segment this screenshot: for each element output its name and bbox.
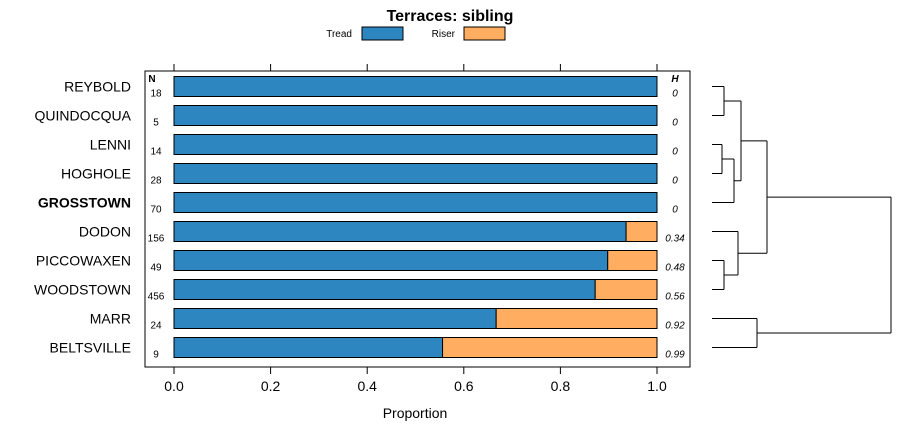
legend-label-riser: Riser bbox=[432, 29, 456, 40]
category-label: WOODSTOWN bbox=[34, 282, 131, 298]
bar-tread bbox=[173, 308, 497, 329]
h-value: 0.48 bbox=[665, 263, 685, 274]
legend-swatch-riser bbox=[463, 26, 506, 41]
bar-riser bbox=[495, 308, 658, 329]
x-axis-label: Proportion bbox=[383, 405, 448, 421]
n-value: 5 bbox=[153, 118, 159, 129]
h-header: H bbox=[671, 74, 679, 85]
bar-tread bbox=[173, 192, 658, 213]
h-value: 0.92 bbox=[665, 321, 685, 332]
n-value: 9 bbox=[153, 350, 159, 361]
category-label: GROSSTOWN bbox=[38, 195, 131, 211]
bar-riser bbox=[442, 337, 658, 358]
category-label: PICCOWAXEN bbox=[36, 253, 131, 269]
n-value: 28 bbox=[150, 176, 162, 187]
bar-tread bbox=[173, 337, 444, 358]
x-tick-label: 0.0 bbox=[164, 378, 184, 394]
n-header: N bbox=[148, 74, 155, 85]
h-value: 0 bbox=[672, 205, 678, 216]
x-tick-label: 0.8 bbox=[551, 378, 571, 394]
h-value: 0.56 bbox=[665, 292, 685, 303]
bar-tread bbox=[173, 279, 596, 300]
bar-tread bbox=[173, 76, 658, 97]
x-tick-label: 1.0 bbox=[647, 378, 667, 394]
plot-frame bbox=[144, 70, 691, 368]
legend: Tread Riser bbox=[326, 26, 506, 41]
dendrogram bbox=[712, 86, 892, 348]
bar-tread bbox=[173, 221, 627, 242]
category-label: HOGHOLE bbox=[61, 166, 131, 182]
x-tick-label: 0.6 bbox=[454, 378, 474, 394]
x-tick-label: 0.2 bbox=[261, 378, 281, 394]
category-label: REYBOLD bbox=[64, 79, 131, 95]
n-value: 49 bbox=[150, 263, 162, 274]
h-value: 0.99 bbox=[665, 350, 685, 361]
bar-riser bbox=[594, 279, 658, 300]
bar-tread bbox=[173, 163, 658, 184]
bar-riser bbox=[625, 221, 658, 242]
bar-rows: REYBOLD 18 0 QUINDOCQUA 5 0 LENNI 14 0 HOGHOLE 28 0… bbox=[34, 76, 685, 361]
h-value: 0.34 bbox=[665, 234, 685, 245]
category-label: BELTSVILLE bbox=[50, 340, 131, 356]
n-value: 14 bbox=[150, 147, 162, 158]
h-value: 0 bbox=[672, 176, 678, 187]
category-label: LENNI bbox=[90, 137, 131, 153]
legend-swatch-tread bbox=[361, 26, 404, 41]
category-label: QUINDOCQUA bbox=[35, 108, 132, 124]
x-axis: 0.0 0.2 0.4 0.6 0.8 1.0 bbox=[164, 64, 667, 394]
h-value: 0 bbox=[672, 147, 678, 158]
h-value: 0 bbox=[672, 89, 678, 100]
x-tick-label: 0.4 bbox=[357, 378, 377, 394]
legend-label-tread: Tread bbox=[326, 29, 352, 40]
n-value: 18 bbox=[150, 89, 162, 100]
bar-tread bbox=[173, 250, 609, 271]
bar-tread bbox=[173, 134, 658, 155]
bar-riser bbox=[607, 250, 658, 271]
n-value: 24 bbox=[150, 321, 162, 332]
category-label: DODON bbox=[79, 224, 131, 240]
chart-title: Terraces: sibling bbox=[387, 8, 514, 25]
h-value: 0 bbox=[672, 118, 678, 129]
category-label: MARR bbox=[90, 311, 131, 327]
n-value: 156 bbox=[148, 234, 165, 245]
n-value: 456 bbox=[148, 292, 165, 303]
n-value: 70 bbox=[150, 205, 162, 216]
bar-tread bbox=[173, 105, 658, 126]
